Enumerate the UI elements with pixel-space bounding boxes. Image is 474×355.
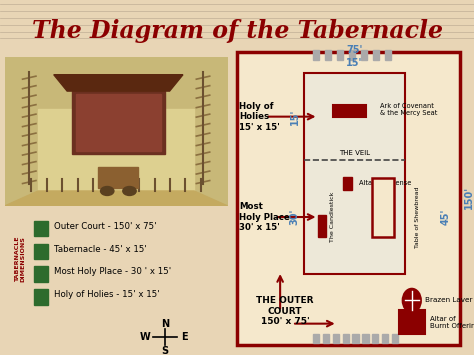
Text: Brazen Laver: Brazen Laver [425, 297, 473, 304]
Bar [353, 334, 359, 343]
Bar [34, 221, 48, 236]
Bar [361, 50, 367, 60]
Text: N: N [161, 319, 169, 329]
Text: W: W [140, 332, 151, 342]
Text: The Candlestick: The Candlestick [330, 192, 335, 242]
Bar [72, 91, 165, 154]
Text: Holy of
Holies
15' x 15': Holy of Holies 15' x 15' [239, 102, 280, 132]
Bar [373, 179, 394, 237]
Polygon shape [54, 75, 183, 91]
Bar [313, 50, 319, 60]
Polygon shape [5, 191, 228, 206]
Bar [38, 109, 194, 191]
Bar [34, 244, 48, 259]
Bar [392, 334, 398, 343]
Text: Outer Court - 150' x 75': Outer Court - 150' x 75' [54, 222, 156, 231]
Text: Altar of Incense: Altar of Incense [359, 180, 411, 186]
Bar [318, 215, 326, 237]
Text: 30': 30' [290, 209, 300, 225]
Bar [98, 167, 138, 188]
Bar [325, 50, 331, 60]
Text: THE OUTER
COURT
150' x 75': THE OUTER COURT 150' x 75' [256, 296, 314, 326]
Text: 15': 15' [290, 109, 300, 125]
Text: 15': 15' [346, 58, 363, 68]
Bar [313, 334, 319, 343]
Bar [34, 266, 48, 282]
Bar [349, 50, 355, 60]
Text: Tabernacle - 45' x 15': Tabernacle - 45' x 15' [54, 245, 146, 254]
Text: Altar of
Burnt Offerings: Altar of Burnt Offerings [430, 316, 474, 329]
Circle shape [403, 289, 421, 312]
Text: THE VEIL: THE VEIL [339, 150, 370, 156]
Text: Most Holy Place - 30 ' x 15': Most Holy Place - 30 ' x 15' [54, 267, 171, 277]
Bar [373, 50, 379, 60]
Bar [34, 289, 48, 305]
Bar [372, 334, 378, 343]
Text: 45': 45' [440, 209, 450, 225]
Text: 150': 150' [464, 185, 474, 209]
Bar [362, 334, 368, 343]
Bar [343, 334, 349, 343]
Bar [304, 73, 405, 274]
Bar [333, 105, 366, 118]
Bar [333, 334, 339, 343]
Text: E: E [182, 332, 188, 342]
Bar [385, 50, 391, 60]
Text: S: S [162, 345, 169, 355]
Bar [382, 334, 388, 343]
Text: Holy of Holies - 15' x 15': Holy of Holies - 15' x 15' [54, 290, 160, 299]
Text: The Diagram of the Tabernacle: The Diagram of the Tabernacle [31, 19, 443, 43]
Bar [76, 94, 161, 151]
Text: Table of Shewbread: Table of Shewbread [415, 186, 420, 248]
Bar [399, 310, 425, 334]
Bar [343, 178, 352, 190]
Circle shape [123, 186, 136, 196]
Text: Most
Holy Place
30' x 15': Most Holy Place 30' x 15' [239, 202, 290, 232]
Bar [323, 334, 329, 343]
Text: Ark of Covenant
& the Mercy Seat: Ark of Covenant & the Mercy Seat [381, 103, 438, 116]
Circle shape [100, 186, 114, 196]
Bar [337, 50, 343, 60]
Text: 75': 75' [346, 45, 363, 55]
Text: TABERNACLE
DIMENSIONS: TABERNACLE DIMENSIONS [15, 236, 26, 282]
